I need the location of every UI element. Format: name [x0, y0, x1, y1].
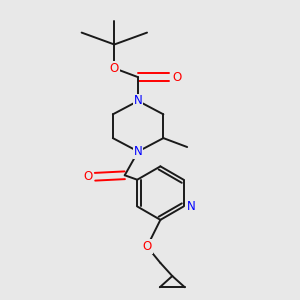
- Text: O: O: [172, 71, 182, 84]
- Text: N: N: [187, 200, 195, 213]
- Text: O: O: [110, 62, 119, 75]
- Text: N: N: [134, 145, 142, 158]
- Text: O: O: [83, 170, 92, 183]
- Text: N: N: [134, 94, 142, 107]
- Text: O: O: [142, 240, 152, 253]
